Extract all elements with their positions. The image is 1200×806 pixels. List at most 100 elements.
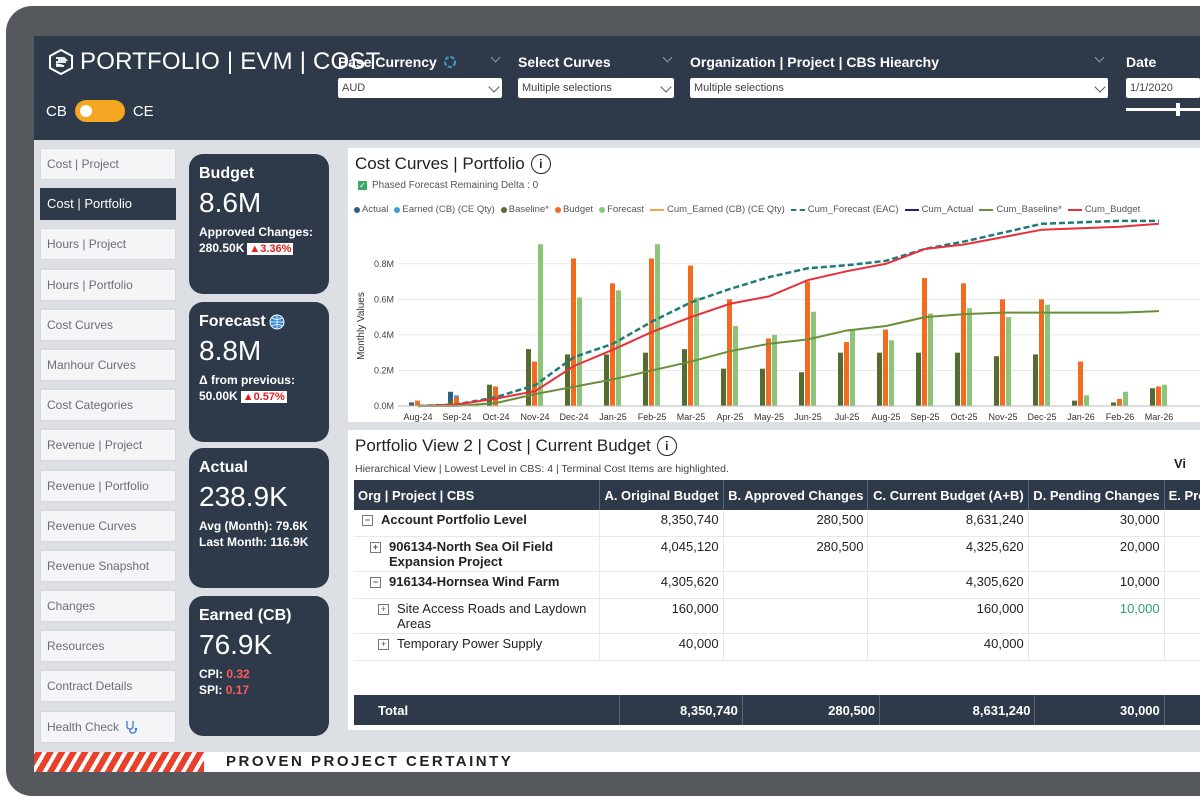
x-tick-label: Nov-24	[520, 412, 549, 422]
budget-card: Budget 8.6M Approved Changes: 280.50K ▲3.…	[189, 154, 329, 294]
actual-card: Actual 238.9K Avg (Month): 79.6K Last Mo…	[189, 448, 329, 588]
cell-project	[1164, 598, 1200, 634]
nav-item-manhour-curves[interactable]: Manhour Curves	[40, 348, 176, 381]
nav-item-health-check[interactable]: Health Check	[40, 710, 176, 743]
col-project[interactable]: E. Project	[1164, 480, 1200, 510]
bar-baseline-	[409, 404, 414, 406]
globe-icon[interactable]	[269, 314, 285, 330]
cell-original-budget: 160,000	[599, 598, 724, 634]
col-original-budget[interactable]: A. Original Budget	[599, 480, 724, 510]
earned-card-value: 76.9K	[199, 629, 273, 660]
date-slider[interactable]	[1126, 103, 1200, 116]
bar-budget	[454, 397, 459, 406]
expand-icon[interactable]: +	[370, 542, 381, 554]
cb-ce-toggle[interactable]	[74, 100, 125, 122]
actual-last-month: Last Month: 116.9K	[199, 535, 309, 549]
currency-filter-label: Base Currency	[338, 54, 437, 70]
nav-item-revenue-project[interactable]: Revenue | Project	[40, 429, 176, 462]
bar-budget	[961, 283, 966, 406]
legend-dot-icon	[599, 206, 606, 213]
table-row[interactable]: +906134-North Sea Oil Field Expansion Pro…	[354, 536, 1200, 572]
cell-current-budget: 4,305,620	[867, 571, 1029, 599]
y-tick-label: 0.8M	[374, 259, 394, 269]
nav-item-hours-project[interactable]: Hours | Project	[40, 228, 176, 261]
legend-item[interactable]: Earned (CB) (CE Qty)	[394, 204, 495, 215]
col-approved-changes[interactable]: B. Approved Changes	[723, 480, 869, 510]
col-pending-changes[interactable]: D. Pending Changes	[1028, 480, 1165, 510]
bar-forecast	[889, 340, 894, 406]
actual-card-value: 238.9K	[199, 481, 288, 512]
nav-item-label: Resources	[47, 639, 105, 654]
nav-item-changes[interactable]: Changes	[40, 590, 176, 623]
nav-item-revenue-portfolio[interactable]: Revenue | Portfolio	[40, 469, 176, 502]
nav-item-resources[interactable]: Resources	[40, 630, 176, 663]
legend-dot-icon	[394, 206, 401, 213]
info-icon[interactable]: i	[530, 154, 551, 174]
chevron-down-icon	[488, 81, 500, 93]
legend-line-icon	[790, 208, 805, 211]
legend-item[interactable]: Cum_Baseline*	[979, 204, 1062, 215]
table-row[interactable]: −916134-Hornsea Wind Farm 4,305,620 4,30…	[354, 571, 1200, 599]
legend-item[interactable]: Budget	[554, 204, 593, 215]
date-input[interactable]: 1/1/2020	[1126, 78, 1200, 98]
expand-icon[interactable]: +	[378, 604, 389, 616]
col-org[interactable]: Org | Project | CBS	[354, 480, 600, 510]
x-tick-label: Jun-25	[794, 412, 822, 422]
forecast-card-title: Forecast	[199, 313, 266, 330]
spi-value: 0.17	[225, 683, 250, 697]
col-current-budget[interactable]: C. Current Budget (A+B)	[867, 480, 1029, 510]
date-slider-thumb[interactable]	[1176, 103, 1180, 116]
cpi-label: CPI:	[199, 667, 223, 681]
org-select[interactable]: Multiple selections	[690, 78, 1108, 98]
nav-item-revenue-curves[interactable]: Revenue Curves	[40, 509, 176, 542]
cell-approved-changes	[723, 598, 869, 634]
cell-pending-changes: 20,000	[1028, 536, 1165, 572]
checkbox-checked-icon[interactable]: ✓	[358, 181, 367, 190]
legend-item[interactable]: Cum_Forecast (EAC)	[790, 204, 899, 215]
legend-item[interactable]: Baseline*	[500, 204, 549, 215]
nav-item-cost-categories[interactable]: Cost Categories	[40, 389, 176, 422]
legend-item[interactable]: Cum_Budget	[1067, 204, 1140, 215]
table-subtitle: Hierarchical View | Lowest Level in CBS:…	[355, 463, 729, 475]
nav-item-cost-curves[interactable]: Cost Curves	[40, 308, 176, 341]
currency-select[interactable]: AUD	[338, 78, 502, 98]
nav-item-label: Cost | Project	[47, 157, 119, 171]
legend-label: Cum_Baseline*	[996, 204, 1062, 215]
bar-forecast	[1006, 317, 1011, 406]
legend-item[interactable]: Cum_Actual	[904, 204, 973, 215]
bar-forecast	[967, 308, 972, 406]
nav-item-cost-project[interactable]: Cost | Project	[40, 148, 176, 180]
cell-pending-changes: 30,000	[1028, 510, 1165, 537]
forecast-card-sub-label: Δ from previous:	[199, 373, 295, 387]
bar-budget	[571, 258, 576, 406]
table-row[interactable]: − Account Portfolio Level 8,350,740 280,5…	[354, 510, 1200, 537]
nav-item-cost-portfolio[interactable]: Cost | Portfolio	[40, 188, 176, 221]
legend-item[interactable]: Forecast	[599, 204, 644, 215]
collapse-icon[interactable]: −	[362, 515, 373, 527]
collapse-icon[interactable]: −	[370, 577, 381, 589]
expand-icon[interactable]: +	[378, 639, 389, 651]
nav-item-label: Cost | Portfolio	[47, 196, 133, 212]
total-original-budget: 8,350,740	[619, 695, 743, 725]
table-row[interactable]: + Site Access Roads and Laydown Areas 160,…	[354, 598, 1200, 634]
legend-item[interactable]: Cum_Earned (CB) (CE Qty)	[650, 204, 785, 215]
toggle-left-label: CB	[46, 102, 67, 120]
dashboard-screen: PORTFOLIO | EVM | COST CB CE Base Curren…	[34, 36, 1200, 772]
nav-item-hours-portfolio[interactable]: Hours | Portfolio	[40, 268, 176, 301]
nav-item-contract-details[interactable]: Contract Details	[40, 670, 176, 703]
nav-item-revenue-snapshot[interactable]: Revenue Snapshot	[40, 549, 176, 582]
row-label-cont: Areas	[397, 616, 431, 631]
cell-original-budget: 4,305,620	[599, 571, 724, 599]
brand-stripes	[34, 752, 204, 772]
table-row[interactable]: + Temporary Power Supply 40,000 40,000	[354, 633, 1200, 661]
legend-item[interactable]: Actual	[354, 204, 388, 215]
bar-budget	[1117, 398, 1122, 406]
info-icon[interactable]: i	[656, 436, 677, 456]
x-tick-label: Apr-25	[716, 412, 743, 422]
org-filter: Organization | Project | CBS Hiearchy Mu…	[690, 52, 1108, 98]
curves-select[interactable]: Multiple selections	[518, 78, 674, 98]
curves-filter-label: Select Curves	[518, 54, 611, 70]
cell-approved-changes	[723, 571, 869, 599]
bar-budget	[1000, 299, 1005, 406]
table-title: Portfolio View 2 | Cost | Current Budget	[355, 436, 651, 455]
